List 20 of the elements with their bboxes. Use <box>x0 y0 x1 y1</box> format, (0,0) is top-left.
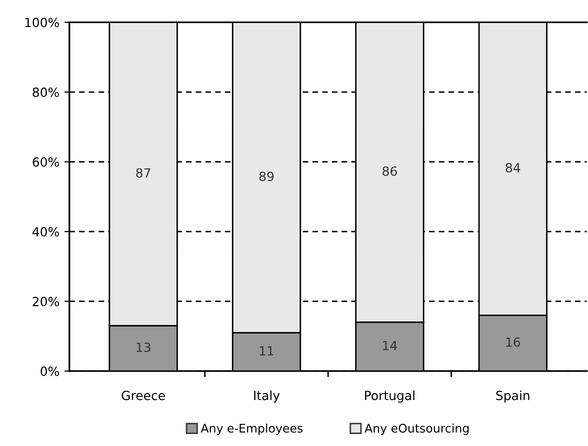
data-label: 11 <box>260 346 274 356</box>
data-label: 16 <box>506 337 520 347</box>
data-label: 14 <box>383 340 397 350</box>
x-tick-label: Italy <box>254 390 280 403</box>
data-label: 13 <box>136 342 150 352</box>
data-label: 84 <box>506 162 520 172</box>
y-tick-label: 80% <box>32 88 59 97</box>
data-label: 86 <box>382 166 397 176</box>
x-tick-label: Spain <box>496 390 530 403</box>
legend-label: Any e-Employees <box>200 424 303 435</box>
y-tick-label: 40% <box>32 227 59 236</box>
data-label: 89 <box>259 172 274 182</box>
y-tick-label: 100% <box>25 18 59 28</box>
data-label: 87 <box>136 168 150 178</box>
y-tick-label: 20% <box>32 296 59 306</box>
legend-label: Any eOutsourcing <box>364 424 469 435</box>
y-tick-label: 0% <box>40 366 59 376</box>
x-tick-label: Greece <box>122 390 165 400</box>
x-tick-label: Portugal <box>365 390 414 403</box>
y-tick-label: 60% <box>32 157 59 167</box>
